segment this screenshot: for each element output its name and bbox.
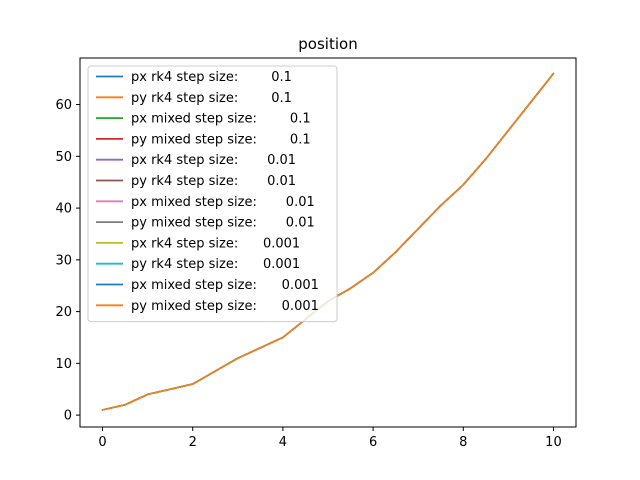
legend-label: px rk4 step size: 0.001 [131, 236, 300, 251]
y-tick-label: 20 [55, 305, 72, 320]
y-axis: 0 10 20 30 40 50 60 [55, 98, 80, 424]
chart-title: position [298, 35, 357, 53]
y-tick-label: 50 [55, 150, 72, 165]
legend-label: py rk4 step size: 0.001 [131, 257, 300, 272]
legend-box [87, 65, 338, 323]
plot-area-frame [79, 57, 577, 428]
x-tick-label: 8 [459, 435, 467, 450]
legend-label: px mixed step size: 0.01 [131, 195, 315, 210]
x-tick-label: 4 [279, 435, 287, 450]
x-tick-label: 6 [369, 435, 377, 450]
legend-label: py rk4 step size: 0.01 [131, 174, 296, 189]
x-tick-label: 0 [98, 435, 106, 450]
legend-label: py rk4 step size: 0.1 [131, 91, 292, 106]
legend-label: px rk4 step size: 0.1 [131, 70, 292, 85]
legend-label: py mixed step size: 0.001 [131, 299, 319, 314]
legend-label: px mixed step size: 0.1 [131, 112, 311, 127]
x-axis: 0 2 4 6 8 10 [98, 427, 562, 450]
legend-label: py mixed step size: 0.1 [131, 132, 311, 147]
legend-label: px rk4 step size: 0.01 [131, 153, 296, 168]
x-tick-label: 2 [189, 435, 197, 450]
y-tick-label: 30 [55, 253, 72, 268]
legend: px rk4 step size: 0.1 py rk4 step size: 0… [87, 65, 338, 323]
x-tick-label: 10 [545, 435, 562, 450]
legend-label: py mixed step size: 0.01 [131, 216, 315, 231]
y-tick-label: 60 [55, 98, 72, 113]
y-tick-label: 0 [64, 409, 72, 424]
legend-label: px mixed step size: 0.001 [131, 278, 319, 293]
y-tick-label: 40 [55, 202, 72, 217]
y-tick-label: 10 [55, 357, 72, 372]
